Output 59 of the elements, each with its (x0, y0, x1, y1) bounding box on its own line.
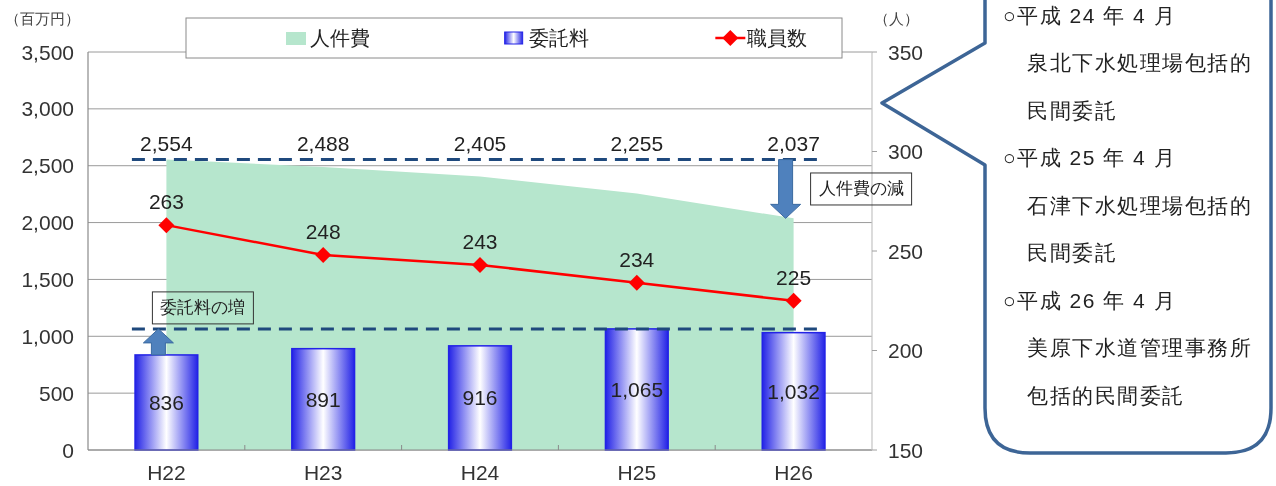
y2-axis-title: （人） (873, 9, 919, 27)
data-label: 1,065 (610, 377, 664, 401)
data-label: 836 (148, 390, 184, 414)
y2-tick-label: 200 (888, 339, 924, 362)
x-tick-label: H23 (303, 460, 343, 484)
data-label: 243 (462, 229, 498, 253)
x-tick-label: H22 (147, 460, 186, 484)
data-label: 2,554 (140, 131, 193, 155)
y2-tick-label: 150 (888, 438, 924, 462)
y2-tick-label: 250 (888, 239, 924, 263)
text: 民間委託 (1027, 241, 1117, 264)
y-axis-title: （百万円） (4, 9, 80, 27)
text: ○平成 24 年 4 月 (1003, 3, 1177, 27)
legend-label: 人件費 (310, 27, 370, 49)
annotation: 人件費の減 (818, 179, 904, 199)
bar (604, 328, 669, 451)
data-label: 2,405 (453, 131, 507, 155)
legend-label: 職員数 (747, 27, 808, 49)
data-label: 916 (462, 386, 498, 410)
point (158, 217, 175, 234)
y-tick-label: 2,000 (21, 211, 74, 235)
data-label: 2,488 (296, 131, 350, 155)
y-tick-label: 1,500 (21, 267, 74, 291)
x-tick-label: H25 (617, 460, 657, 484)
y2-tick-label: 350 (888, 40, 924, 64)
point (472, 256, 488, 273)
text: 泉北下水処理場包括的 (1027, 51, 1252, 74)
x-tick-label: H26 (774, 460, 813, 484)
y-tick-label: 500 (38, 381, 74, 405)
point (628, 274, 645, 291)
bar (291, 347, 356, 451)
data-label: 2,037 (767, 131, 820, 155)
y-tick-label: 3,000 (21, 97, 74, 121)
text: ○平成 25 年 4 月 (1003, 146, 1177, 169)
point (785, 292, 802, 309)
data-label: 225 (776, 265, 812, 289)
point (315, 246, 332, 263)
legend-label: 委託料 (528, 27, 589, 49)
text: 民間委託 (1027, 98, 1117, 122)
bar (761, 331, 826, 451)
data-label: 263 (148, 190, 184, 214)
y-tick-label: 3,500 (21, 40, 74, 64)
data-label: 2,255 (610, 131, 664, 155)
text: ○平成 26 年 4 月 (1003, 288, 1177, 312)
data-label: 234 (619, 247, 655, 271)
x-tick-label: H24 (460, 460, 500, 484)
text: 美原下水道管理事務所 (1027, 336, 1252, 359)
y2-tick-label: 300 (888, 140, 924, 163)
data-label: 248 (305, 219, 341, 243)
data-label: 1,032 (767, 379, 820, 403)
y-tick-label: 2,500 (21, 154, 74, 178)
text: 石津下水処理場包括的 (1027, 193, 1252, 217)
text: 包括的民間委託 (1027, 383, 1185, 407)
bar (134, 354, 199, 451)
bar (447, 345, 513, 451)
data-label: 891 (305, 387, 341, 411)
y-tick-label: 0 (62, 438, 74, 462)
y-tick-label: 1,000 (21, 324, 74, 348)
annotation: 委託料の増 (160, 298, 246, 318)
